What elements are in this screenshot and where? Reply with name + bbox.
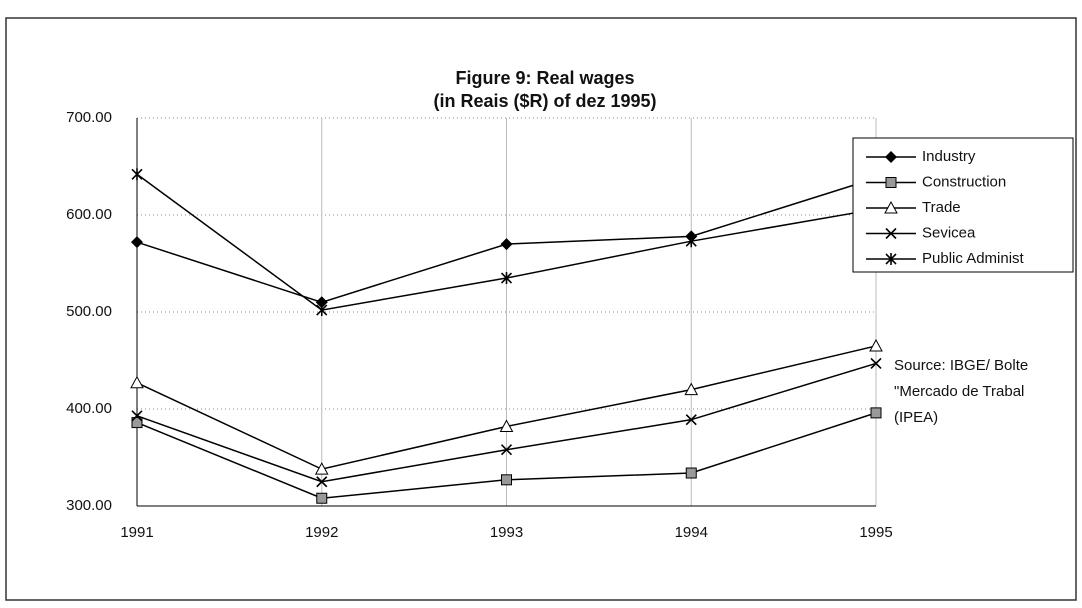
marker [885, 151, 897, 163]
x-tick-label: 1994 [675, 524, 708, 541]
marker [501, 474, 512, 486]
marker [885, 253, 897, 265]
y-tick-label: 700.00 [66, 109, 112, 126]
legend-label: Trade [922, 199, 961, 216]
source-note: (IPEA) [894, 409, 938, 426]
marker [684, 382, 699, 396]
x-tick-label: 1991 [120, 524, 153, 541]
legend-label: Industry [922, 148, 976, 165]
x-tick-label: 1995 [859, 524, 892, 541]
chart-subtitle: (in Reais ($R) of dez 1995) [433, 91, 656, 111]
marker [885, 227, 897, 240]
marker [685, 235, 697, 248]
marker [885, 177, 897, 188]
legend-label: Construction [922, 173, 1006, 190]
marker [131, 236, 143, 249]
marker [870, 407, 882, 419]
marker [884, 200, 898, 214]
y-tick-label: 500.00 [66, 303, 112, 320]
marker [316, 304, 328, 317]
chart-title: Figure 9: Real wages [455, 68, 634, 88]
marker [130, 375, 144, 389]
source-note: Source: IBGE/ Bolte [894, 357, 1028, 374]
marker [131, 168, 143, 181]
marker [131, 410, 143, 422]
marker [131, 417, 143, 429]
legend-label: Public Administ [922, 250, 1025, 267]
marker [870, 357, 882, 369]
y-tick-label: 600.00 [66, 206, 112, 223]
marker [500, 238, 513, 251]
y-tick-label: 300.00 [66, 497, 112, 514]
marker [500, 444, 513, 456]
marker [316, 492, 328, 504]
marker [314, 462, 329, 475]
x-tick-label: 1992 [305, 524, 338, 541]
marker [685, 414, 697, 426]
marker [315, 296, 328, 309]
marker [685, 467, 697, 479]
marker [499, 419, 514, 432]
legend-label: Sevicea [922, 224, 976, 241]
y-tick-label: 400.00 [66, 400, 112, 417]
marker [869, 338, 883, 352]
source-note: "Mercado de Trabal [894, 383, 1024, 400]
marker [500, 272, 513, 285]
marker [316, 476, 328, 488]
chart-frame [5, 17, 1077, 601]
x-tick-label: 1993 [490, 524, 523, 541]
